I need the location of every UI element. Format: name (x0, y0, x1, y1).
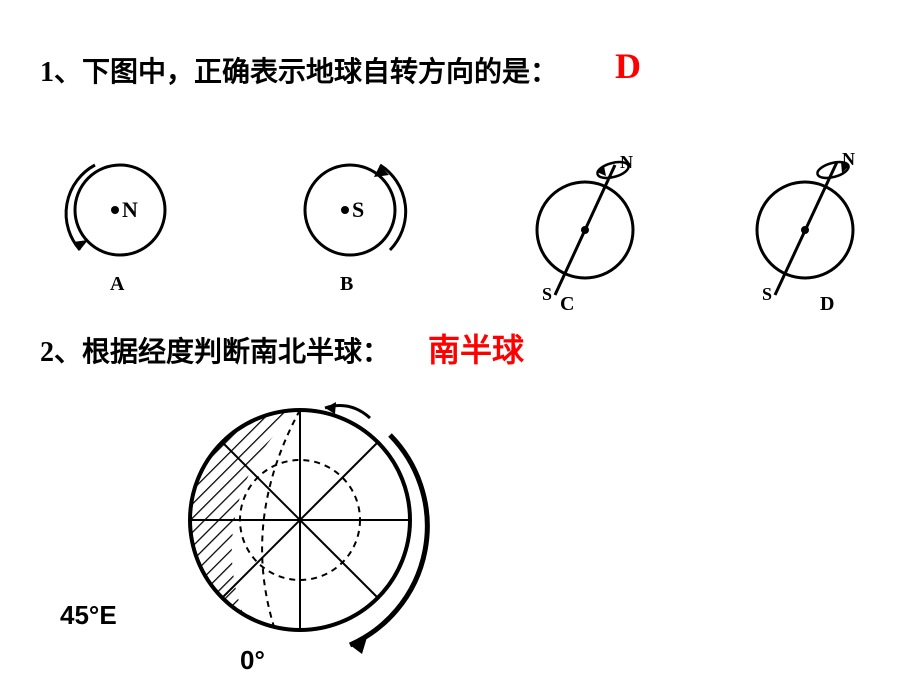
diagram-A-label: A (110, 273, 125, 295)
q2-diagram (160, 380, 440, 665)
question-2-answer: 南半球 (428, 325, 524, 371)
diagram-D-bottom: S (762, 284, 772, 304)
diagram-B-center: S (352, 197, 364, 222)
diagram-C-label: C (560, 293, 574, 315)
diagram-D-label: D (820, 293, 834, 315)
q2-label-left: 45°E (60, 600, 117, 631)
question-1-answer: D (615, 45, 641, 87)
question-2-text: 2、根据经度判断南北半球： (40, 330, 390, 370)
diagram-A: N A (40, 150, 200, 305)
diagram-C-bottom: S (542, 284, 552, 304)
diagram-A-center: N (122, 197, 138, 222)
diagram-B-label: B (340, 273, 353, 295)
diagram-row: N A S B N S C (40, 150, 900, 310)
q2-label-bottom: 0° (240, 645, 265, 676)
diagram-C: N S C (500, 150, 670, 325)
diagram-D: N S D (720, 150, 890, 325)
question-1-text: 1、下图中，正确表示地球自转方向的是： (40, 50, 558, 90)
diagram-B: S B (270, 150, 430, 305)
